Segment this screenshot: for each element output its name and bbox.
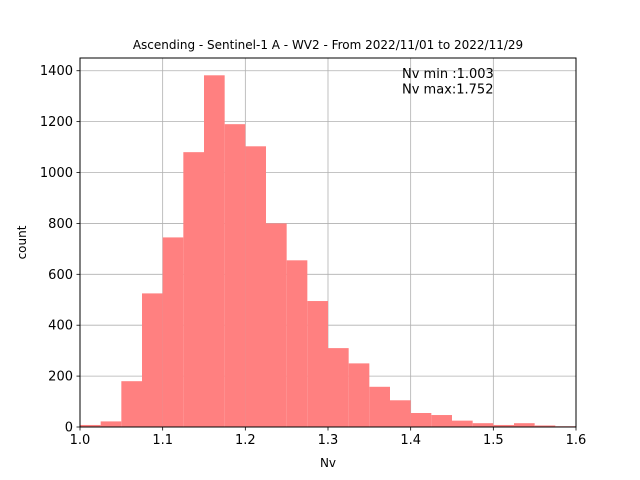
histogram-bar — [328, 348, 349, 427]
histogram-bar — [534, 425, 556, 427]
histogram-bar — [162, 237, 184, 427]
x-tick-label: 1.2 — [235, 433, 256, 448]
y-tick-label: 1000 — [40, 166, 73, 181]
x-tick-label: 1.1 — [152, 433, 173, 448]
histogram-bar — [204, 75, 225, 428]
histogram-bar — [224, 124, 246, 427]
histogram-bar — [390, 400, 411, 427]
histogram-bar — [431, 415, 452, 427]
stats-annotation-line: Nv max:1.752 — [402, 83, 493, 98]
histogram-bar — [307, 301, 328, 427]
y-axis-ticks: 0 200 400 600 800 1000 1200 1400 — [40, 64, 80, 436]
y-tick-label: 400 — [48, 319, 73, 334]
histogram-bar — [100, 421, 122, 427]
y-tick-label: 1400 — [40, 64, 73, 79]
histogram-bar — [286, 260, 308, 427]
x-tick-label: 1.0 — [70, 433, 91, 448]
y-tick-label: 0 — [65, 421, 73, 436]
y-tick-label: 1200 — [40, 115, 73, 130]
stats-annotation-line: Nv min :1.003 — [402, 67, 494, 82]
histogram-bar — [183, 152, 204, 427]
histogram-bar — [142, 293, 163, 427]
y-tick-label: 200 — [48, 370, 73, 385]
histogram-bar — [245, 146, 266, 427]
x-axis-ticks: 1.0 1.1 1.2 1.3 1.4 1.5 1.6 — [70, 427, 587, 448]
bars — [80, 75, 576, 428]
histogram-bar — [493, 424, 514, 427]
histogram-bar — [452, 420, 473, 427]
y-tick-label: 800 — [48, 217, 73, 232]
histogram-bar — [514, 423, 535, 427]
y-axis-label: count — [15, 225, 29, 259]
x-tick-label: 1.4 — [400, 433, 421, 448]
histogram-bar — [121, 381, 142, 427]
x-tick-label: 1.3 — [318, 433, 339, 448]
histogram-bar — [472, 423, 494, 427]
histogram-bar — [348, 363, 370, 427]
histogram-bar — [266, 223, 287, 427]
x-axis-label: Nv — [320, 456, 336, 470]
x-tick-label: 1.5 — [483, 433, 504, 448]
histogram-bar — [410, 413, 432, 427]
chart-title: Ascending - Sentinel-1 A - WV2 - From 20… — [133, 38, 523, 52]
x-tick-label: 1.6 — [566, 433, 587, 448]
y-tick-label: 600 — [48, 268, 73, 283]
histogram-bar — [369, 386, 390, 427]
histogram-bar — [80, 424, 101, 427]
